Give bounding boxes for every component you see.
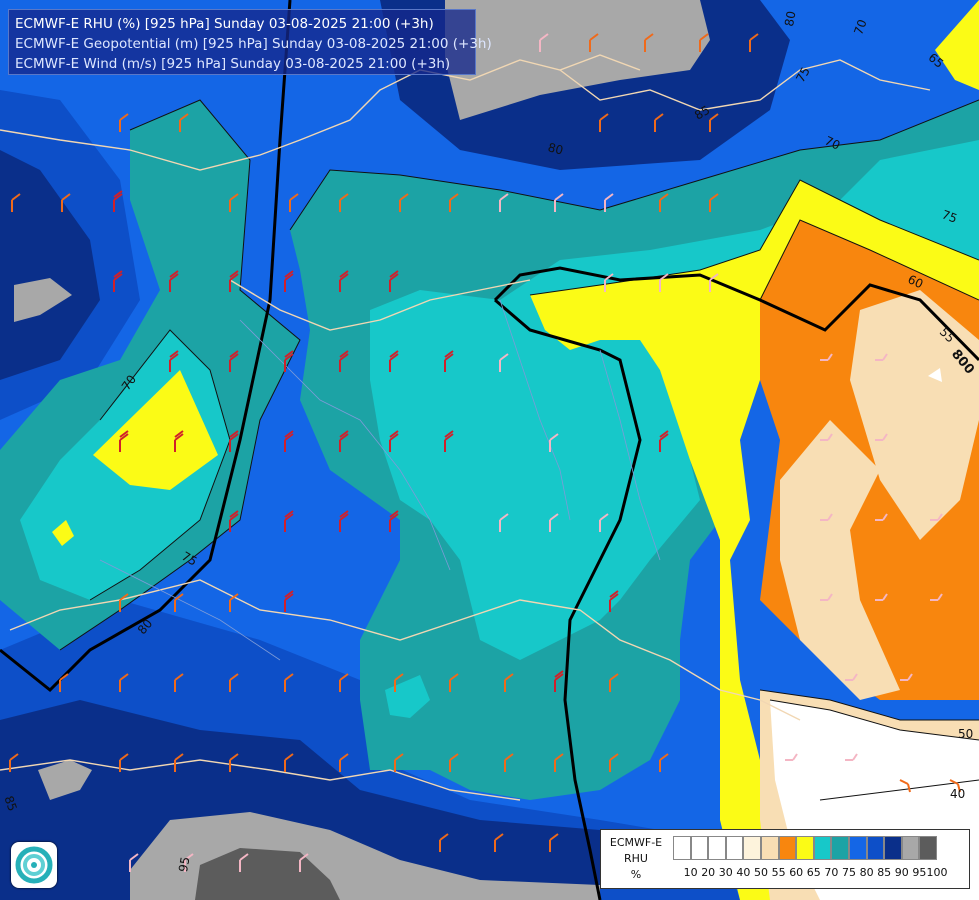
rhu-area-65-west (93, 370, 218, 490)
legend-swatches (673, 836, 937, 860)
title-wind: ECMWF-E Wind (m/s) [925 hPa] Sunday 03-0… (15, 56, 451, 72)
legend-swatch (743, 836, 761, 860)
legend-swatch (831, 836, 849, 860)
rivers (99, 299, 661, 661)
rhu-area-65-east (530, 180, 979, 900)
map-title-box: ECMWF-E RHU (%) [925 hPa] Sunday 03-08-2… (8, 9, 492, 75)
swirl-icon (15, 846, 53, 884)
contour-label: 75 (179, 549, 199, 569)
rhu-legend: ECMWF-E RHU % 10 20 30 40 50 55 60 65 70 75 80 85 90… (600, 829, 970, 889)
title-rhu: ECMWF-E RHU (%) [925 hPa] Sunday 03-08-2… (15, 16, 434, 32)
legend-tick-label: 55 (771, 866, 786, 879)
rhu-isolines (59, 99, 979, 801)
legend-tick-label: 40 (736, 866, 751, 879)
contour-label: 70 (851, 18, 869, 37)
rhu-area-95-left (14, 278, 72, 322)
legend-tick-label: 65 (806, 866, 821, 879)
contour-label: 50 (958, 727, 973, 741)
rhu-area-65-small (52, 520, 74, 546)
legend-swatch (673, 836, 691, 860)
rhu-area-55-east (850, 290, 979, 540)
rhu-area-90-left (0, 150, 100, 380)
ecmwf-logo (11, 842, 57, 888)
rhu-area-50-small (928, 368, 942, 382)
rhu-area-95-bottomleft (38, 760, 92, 800)
legend-swatch (866, 836, 885, 860)
rhu-area-95-top (445, 0, 710, 120)
legend-tick-label: 75 (842, 866, 856, 879)
legend-tick-label: 80 (859, 866, 874, 879)
contour-label: 80 (782, 10, 798, 27)
legend-tick-label: 90 (894, 866, 909, 879)
contour-label: 95 (176, 856, 192, 873)
legend-swatch (919, 836, 937, 860)
rhu-area-100-bottom (195, 848, 340, 900)
rhu-area-65-topright (935, 0, 979, 90)
rhu-area-55-mid (780, 420, 900, 700)
legend-swatch (725, 836, 744, 860)
contour-label: 60 (906, 272, 926, 291)
legend-swatch (884, 836, 902, 860)
contour-label: 75 (940, 207, 959, 225)
legend-swatch (708, 836, 726, 860)
contour-label: 70 (823, 134, 843, 153)
legend-unit-label: % (630, 868, 642, 881)
legend-swatch (796, 836, 814, 860)
contour-label: 85 (1, 794, 19, 813)
legend-swatch (813, 836, 832, 860)
legend-variable-label: RHU (624, 852, 648, 865)
contour-label: 85 (692, 103, 712, 123)
legend-swatch (901, 836, 920, 860)
legend-tick-label: 20 (701, 866, 716, 879)
legend-tick-label: 70 (824, 866, 839, 879)
legend-tick-label: 10 (683, 866, 698, 879)
legend-tick-label: 50 (754, 866, 768, 879)
rhu-area-70-pocket (385, 675, 430, 718)
wind-barbs (9, 33, 961, 872)
contour-label: 75 (793, 65, 813, 85)
title-geopotential: ECMWF-E Geopotential (m) [925 hPa] Sunda… (15, 36, 492, 52)
legend-swatch (690, 836, 709, 860)
legend-swatch (848, 836, 867, 860)
legend-tick-label: 30 (718, 866, 733, 879)
legend-tick-label: 85 (877, 866, 892, 879)
contour-label: 40 (950, 787, 965, 801)
legend-swatch (778, 836, 797, 860)
legend-tick-label: 95 (912, 866, 927, 879)
contour-label: 80 (546, 140, 564, 157)
legend-tick-label: 60 (789, 866, 804, 879)
legend-model-label: ECMWF-E (609, 836, 663, 849)
legend-tick-label: 100 (926, 866, 948, 879)
legend-swatch (760, 836, 779, 860)
